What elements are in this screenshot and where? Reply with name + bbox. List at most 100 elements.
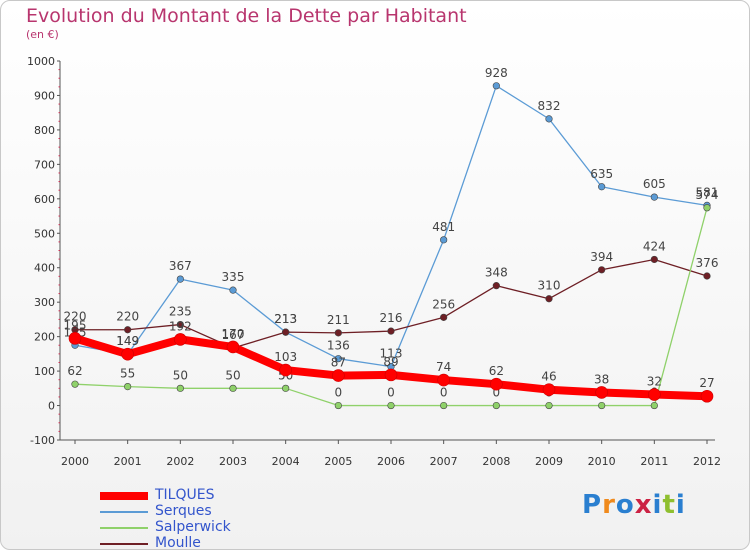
data-label: 0 xyxy=(493,386,501,400)
legend-label: TILQUES xyxy=(155,487,215,503)
data-point xyxy=(176,275,184,283)
y-tick-label: 700 xyxy=(34,158,55,171)
data-label: 605 xyxy=(643,177,666,191)
data-label: 0 xyxy=(335,386,343,400)
data-point xyxy=(648,388,661,401)
data-label: 27 xyxy=(699,376,714,390)
data-point xyxy=(598,183,606,191)
y-tick-label: 400 xyxy=(34,262,55,275)
data-point xyxy=(490,377,503,391)
legend-swatch xyxy=(100,511,148,513)
logo-letter: P xyxy=(582,490,603,520)
x-tick-label: 2004 xyxy=(272,455,300,468)
y-tick-label: 100 xyxy=(34,365,55,378)
logo-letter: o xyxy=(615,490,635,520)
data-point xyxy=(492,401,500,410)
legend-label: Serques xyxy=(155,503,212,519)
x-tick-label: 2009 xyxy=(535,455,563,468)
data-label: 574 xyxy=(696,188,719,202)
data-label: 235 xyxy=(169,305,192,319)
logo-letter: r xyxy=(602,490,616,520)
data-point xyxy=(121,347,134,361)
data-point xyxy=(124,382,132,391)
data-point xyxy=(703,272,711,280)
data-label: 211 xyxy=(327,313,350,327)
legend-label: Salperwick xyxy=(155,519,231,535)
data-point xyxy=(440,401,448,410)
data-label: 581 xyxy=(696,185,719,199)
data-label: 32 xyxy=(647,375,662,389)
data-label: 167 xyxy=(222,328,245,342)
data-point xyxy=(545,115,553,123)
x-tick-label: 2008 xyxy=(482,455,510,468)
data-label: 213 xyxy=(274,312,297,326)
data-point xyxy=(282,384,290,392)
data-point xyxy=(176,320,184,329)
y-tick-label: 1000 xyxy=(27,55,55,68)
legend-label: Moulle xyxy=(155,535,201,551)
data-point xyxy=(440,313,448,321)
data-point xyxy=(703,204,711,212)
data-label: 832 xyxy=(538,99,561,113)
data-label: 170 xyxy=(222,327,245,341)
data-point xyxy=(332,369,345,382)
data-point xyxy=(334,355,342,363)
data-label: 46 xyxy=(541,370,556,384)
y-tick-label: 800 xyxy=(34,124,55,137)
data-point xyxy=(650,193,658,201)
data-label: 62 xyxy=(67,364,82,378)
legend-swatch xyxy=(100,527,148,529)
data-label: 103 xyxy=(274,350,297,364)
legend-swatch xyxy=(100,492,148,500)
x-tick-label: 2010 xyxy=(588,455,616,468)
data-label: 192 xyxy=(169,319,192,333)
data-label: 394 xyxy=(590,250,613,264)
x-tick-label: 2012 xyxy=(693,455,721,468)
data-point xyxy=(598,266,606,274)
data-point xyxy=(545,295,553,303)
data-label: 149 xyxy=(116,334,139,348)
line-chart: -100010020030040050060070080090010002000… xyxy=(27,55,721,468)
data-label: 635 xyxy=(590,167,613,181)
y-tick-label: 0 xyxy=(48,400,55,413)
data-label: 220 xyxy=(116,310,139,324)
data-point xyxy=(440,236,448,244)
x-tick-label: 2011 xyxy=(640,455,668,468)
data-label: 928 xyxy=(485,66,508,80)
data-label: 481 xyxy=(432,220,455,234)
data-label: 424 xyxy=(643,239,666,253)
chart-subtitle: (en €) xyxy=(26,28,59,41)
data-label: 113 xyxy=(380,347,403,361)
data-point xyxy=(282,328,290,336)
data-point xyxy=(492,82,500,90)
data-point xyxy=(598,401,606,410)
data-label: 0 xyxy=(387,386,395,400)
data-point xyxy=(176,384,184,392)
data-point xyxy=(700,389,714,403)
data-label: 50 xyxy=(225,368,240,382)
x-tick-label: 2005 xyxy=(324,455,352,468)
data-point xyxy=(71,380,79,388)
data-point xyxy=(545,401,553,410)
data-label: 348 xyxy=(485,266,508,280)
x-tick-label: 2001 xyxy=(114,455,142,468)
chart-title: Evolution du Montant de la Dette par Hab… xyxy=(26,5,467,27)
y-tick-label: 300 xyxy=(34,296,55,309)
data-point xyxy=(384,368,398,382)
data-point xyxy=(229,384,237,392)
data-label: 89 xyxy=(383,355,398,369)
data-label: 256 xyxy=(432,297,455,311)
y-tick-label: -100 xyxy=(30,434,55,447)
data-point xyxy=(229,286,237,294)
data-point xyxy=(124,326,132,334)
y-tick-label: 200 xyxy=(34,331,55,344)
data-label: 335 xyxy=(222,270,245,284)
x-tick-label: 2006 xyxy=(377,455,405,468)
data-label: 367 xyxy=(169,259,192,273)
data-point xyxy=(334,401,342,410)
data-point xyxy=(174,333,187,346)
data-label: 220 xyxy=(64,310,87,324)
y-tick-label: 900 xyxy=(34,89,55,102)
data-point xyxy=(387,327,395,335)
